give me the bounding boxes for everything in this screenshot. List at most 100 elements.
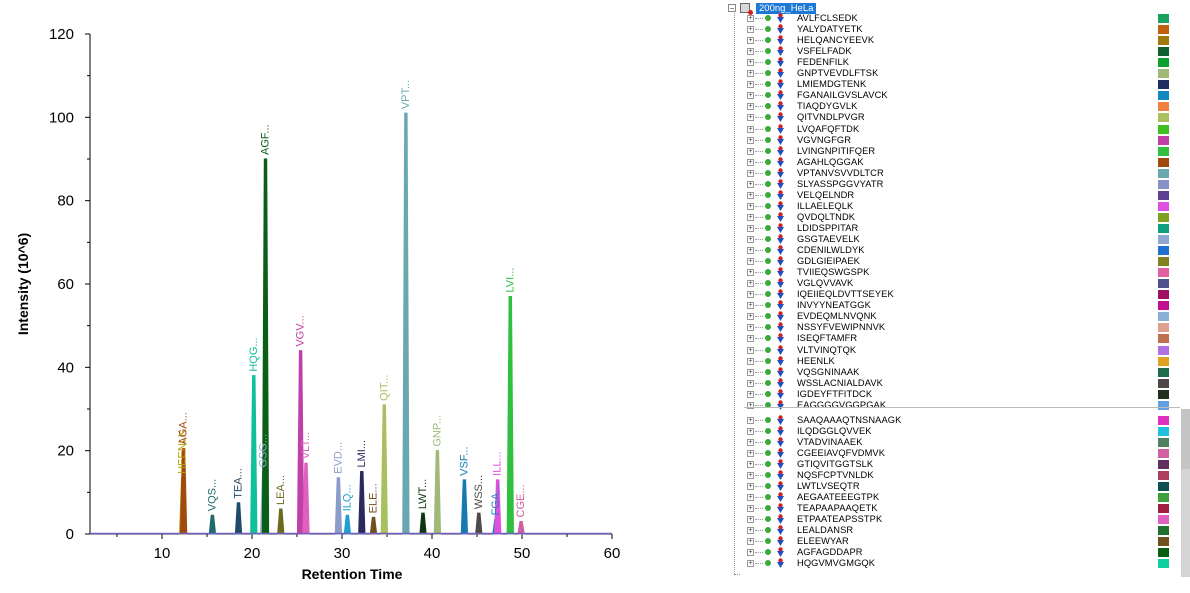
peptide-row[interactable]: + GNPTVEVDLFTSK [724,68,1180,79]
peptide-row[interactable]: + VPTANVSVVDLTCR [724,168,1180,179]
expand-icon[interactable]: + [747,505,754,513]
expand-icon[interactable]: + [747,180,754,188]
peptide-tree-panel[interactable]: − 200ng_HeLa + AVLFCLSEDK + YALYDATYETK + HEL… [724,0,1190,593]
color-swatch[interactable] [1158,246,1169,256]
peptide-row[interactable]: + VQSGNINAAK [724,367,1180,378]
color-swatch[interactable] [1158,14,1169,23]
color-swatch[interactable] [1158,69,1169,79]
color-swatch[interactable] [1158,493,1169,503]
color-swatch[interactable] [1158,91,1169,101]
color-swatch[interactable] [1158,323,1169,333]
expand-icon[interactable]: + [747,302,754,310]
peptide-row[interactable]: + ETPAATEAPSSTPK [724,514,1180,525]
peptide-row[interactable]: + QITVNDLPVGR [724,112,1180,123]
expand-icon[interactable]: + [747,527,754,535]
peptide-row[interactable]: + AGAHLQGGAK [724,157,1180,168]
color-swatch[interactable] [1158,25,1169,35]
peptide-row[interactable]: + LEALDANSR [724,525,1180,536]
expand-icon[interactable]: + [747,213,754,221]
color-swatch[interactable] [1158,168,1169,178]
peptide-row[interactable]: + ISEQFTAMFR [724,333,1180,344]
color-swatch[interactable] [1158,415,1169,425]
sample-label[interactable]: 200ng_HeLa [756,2,817,14]
peptide-row[interactable]: + LVINGNPITIFQER [724,146,1180,157]
peptide-row[interactable]: + INVYYNEATGGK [724,300,1180,311]
color-swatch[interactable] [1158,36,1169,46]
expand-icon[interactable]: + [747,114,754,122]
color-swatch[interactable] [1158,356,1169,366]
expand-icon[interactable]: + [747,416,754,424]
peptide-row[interactable]: + IQEIIEQLDVTTSEYEK [724,289,1180,300]
color-swatch[interactable] [1158,290,1169,300]
expand-icon[interactable]: + [747,103,754,111]
peptide-row[interactable]: + FEDENFILK [724,57,1180,68]
expand-icon[interactable]: + [747,335,754,343]
peptide-row[interactable]: + QVDQLTNDK [724,212,1180,223]
expand-icon[interactable]: + [747,357,754,365]
peptide-row[interactable]: + NSSYFVEWIPNNVK [724,322,1180,333]
expand-icon[interactable]: + [747,438,754,446]
color-swatch[interactable] [1158,135,1169,145]
color-swatch[interactable] [1158,235,1169,244]
color-swatch[interactable] [1158,400,1169,410]
color-swatch[interactable] [1158,58,1169,68]
peptide-row[interactable]: + TVIIEQSWGSPK [724,267,1180,278]
expand-icon[interactable]: + [747,390,754,398]
peptide-row[interactable]: + GSGTAEVELK [724,234,1180,245]
expand-icon[interactable]: + [747,26,754,34]
expand-icon[interactable]: + [747,81,754,89]
expand-icon[interactable]: + [747,236,754,243]
peptide-row[interactable]: + YALYDATYETK [724,24,1180,35]
color-swatch[interactable] [1158,504,1169,514]
color-swatch[interactable] [1158,537,1169,547]
color-swatch[interactable] [1158,526,1169,536]
tree-root[interactable]: − 200ng_HeLa [728,2,817,15]
peptide-row[interactable]: + LDIDSPPITAR [724,223,1180,234]
color-swatch[interactable] [1158,367,1169,377]
peptide-row[interactable]: + VTADVINAAEK [724,437,1180,448]
expand-icon[interactable]: + [747,125,754,133]
expand-icon[interactable]: + [747,346,754,354]
expand-icon[interactable]: + [747,538,754,546]
color-swatch[interactable] [1158,212,1169,222]
expand-icon[interactable]: + [747,368,754,376]
expand-icon[interactable]: + [747,291,754,299]
peptide-row[interactable]: + ILQDGGLQVVEK [724,426,1180,437]
color-swatch[interactable] [1158,559,1169,569]
color-swatch[interactable] [1158,389,1169,399]
peptide-row[interactable]: + AVLFCLSEDK [724,13,1180,24]
expand-icon[interactable]: + [747,483,754,491]
expand-icon[interactable]: + [747,247,754,255]
expand-icon[interactable]: + [747,70,754,78]
expand-icon[interactable]: + [747,158,754,166]
color-swatch[interactable] [1158,279,1169,289]
color-swatch[interactable] [1158,515,1169,525]
expand-icon[interactable]: + [747,15,754,22]
color-swatch[interactable] [1158,102,1169,112]
expand-icon[interactable]: + [747,147,754,155]
color-swatch[interactable] [1158,47,1169,57]
expand-icon[interactable]: + [747,379,754,387]
peptide-row[interactable]: + AEGAATEEEGTPK [724,492,1180,503]
peptide-row[interactable]: + SAAQAAAQTNSNAAGK [724,415,1180,426]
peptide-row[interactable]: + CDENILWLDYK [724,245,1180,256]
peptide-row[interactable]: + WSSLACNIALDAVK [724,378,1180,389]
expand-icon[interactable]: + [747,59,754,67]
expand-icon[interactable]: + [747,258,754,266]
scrollbar-thumb[interactable] [1181,409,1190,469]
peptide-row[interactable]: + ILLAELEQLK [724,201,1180,212]
color-swatch[interactable] [1158,301,1169,311]
expand-icon[interactable]: + [747,494,754,502]
color-swatch[interactable] [1158,548,1169,558]
expand-icon[interactable]: + [747,324,754,332]
peptide-row[interactable]: + LMIEMDGTENK [724,79,1180,90]
peptide-row[interactable]: + HQGVMVGMGQK [724,558,1180,569]
color-swatch[interactable] [1158,146,1169,156]
peptide-row[interactable]: + TIAQDYGVLK [724,101,1180,112]
color-swatch[interactable] [1158,124,1169,134]
expand-icon[interactable]: + [747,427,754,435]
peptide-row[interactable]: + HELQANCYEEVK [724,35,1180,46]
peptide-row[interactable]: + HEENLK [724,356,1180,367]
peptide-row[interactable]: + VLTVINQTQK [724,345,1180,356]
peptide-row[interactable]: + LWTLVSEQTR [724,481,1180,492]
